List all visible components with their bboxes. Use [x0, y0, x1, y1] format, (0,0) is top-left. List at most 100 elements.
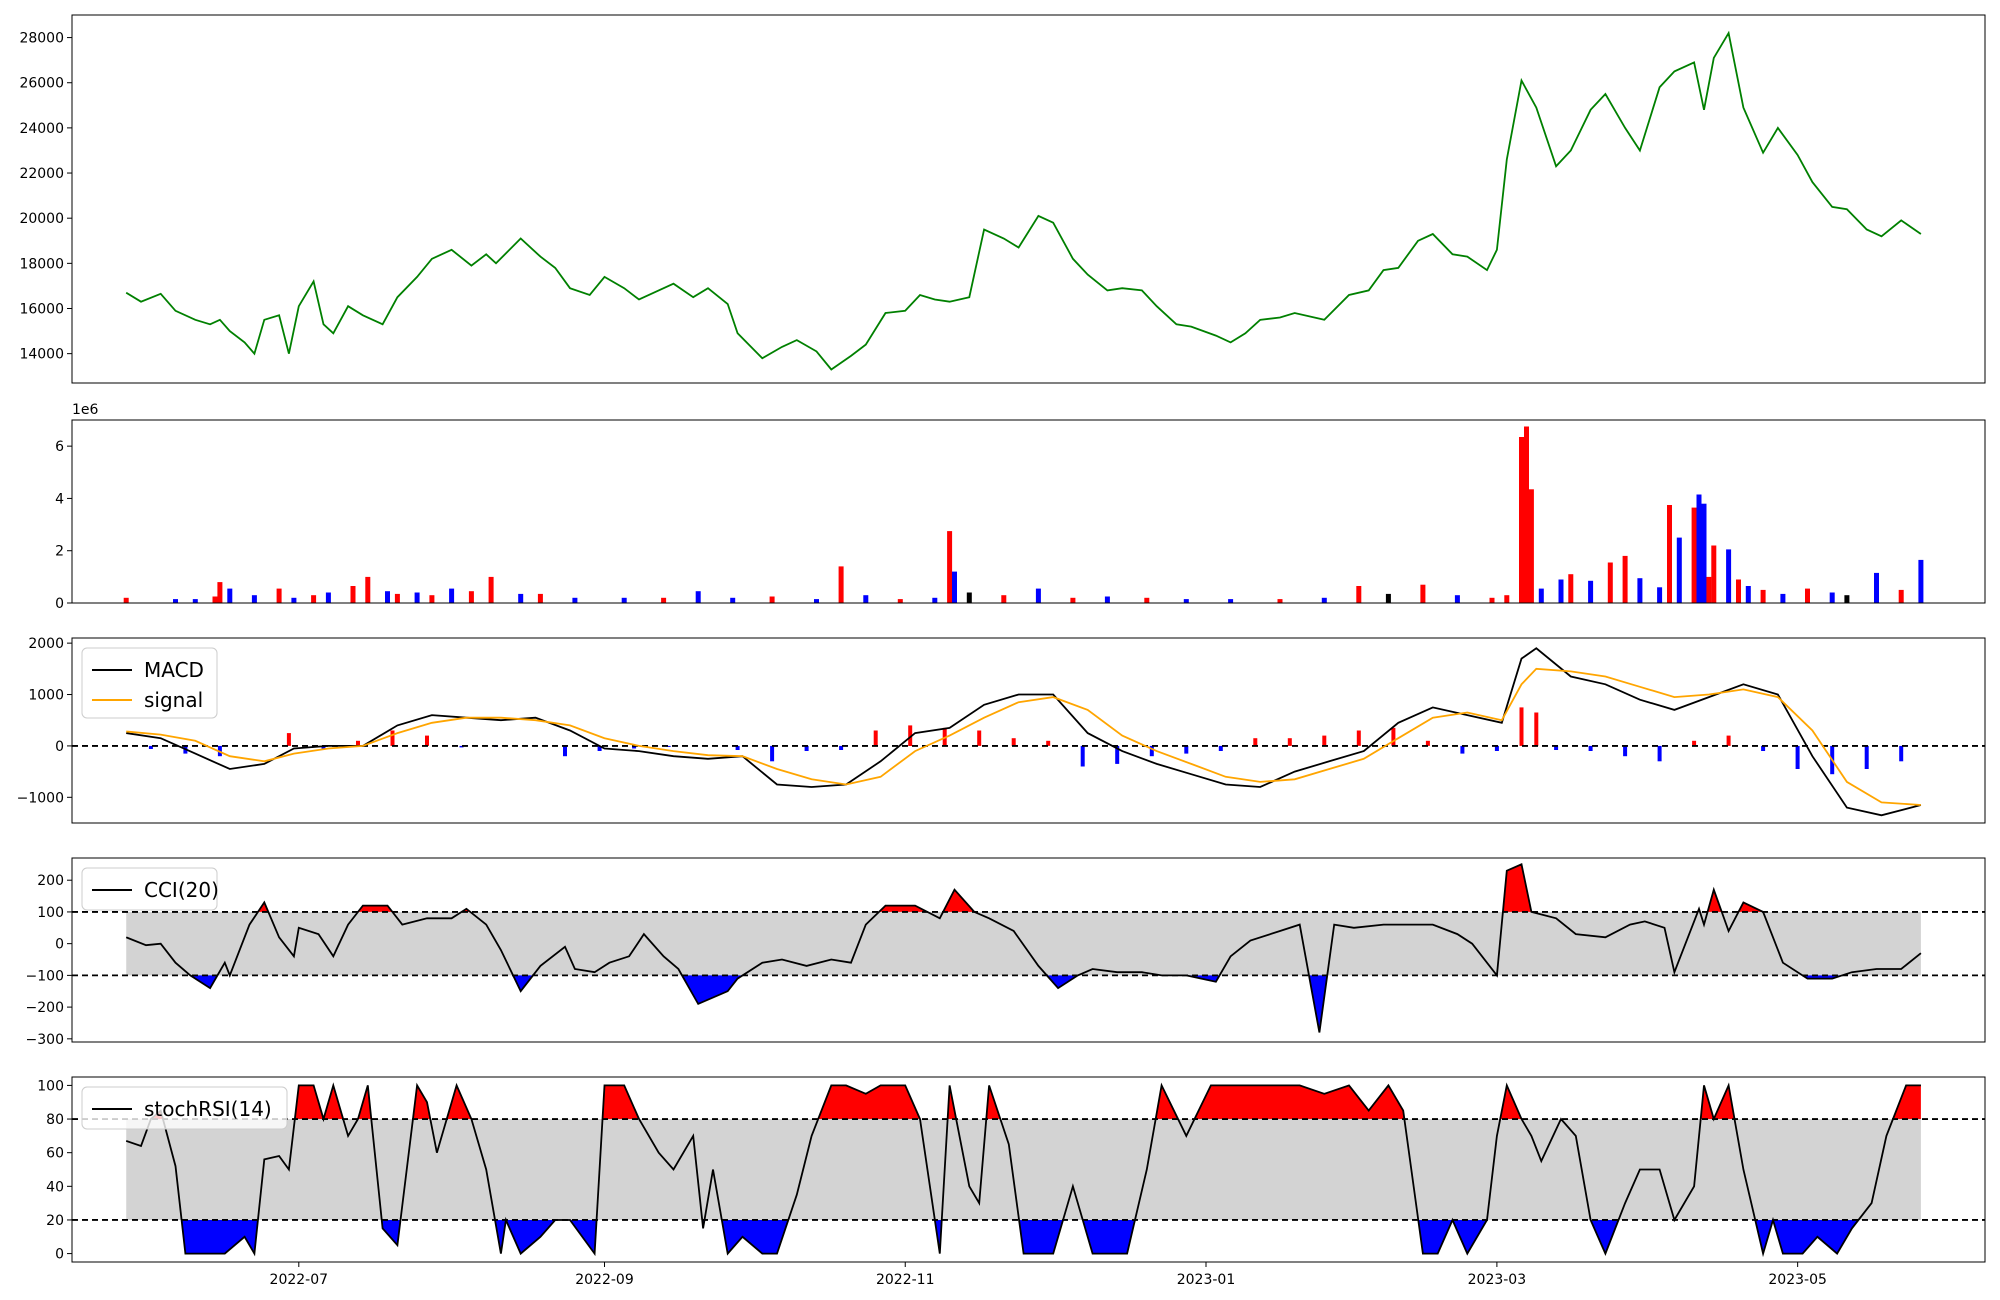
volume-bar	[1898, 589, 1904, 603]
macd-histogram-bar	[1046, 740, 1051, 746]
volume-bar	[1524, 426, 1529, 603]
volume-bar	[1321, 597, 1327, 603]
volume-bar	[173, 599, 178, 603]
cci-ytick-label: −100	[26, 968, 64, 984]
volume-ytick-label: 4	[55, 491, 64, 507]
volume-bar	[1706, 576, 1712, 603]
volume-bar	[1356, 586, 1362, 603]
stochrsi-oversold-fill	[1019, 1220, 1063, 1254]
volume-bar	[1711, 545, 1717, 603]
price-ytick-label: 26000	[19, 76, 64, 92]
price-ytick-label: 28000	[19, 31, 64, 47]
volume-bar	[814, 599, 819, 603]
volume-bar	[1696, 494, 1702, 603]
stochrsi-overbought-fill	[1893, 1085, 1921, 1119]
stochrsi-overbought-fill	[602, 1085, 639, 1119]
volume-bar	[1070, 597, 1076, 603]
stochrsi-oversold-fill	[1773, 1220, 1859, 1254]
volume-bar	[1667, 505, 1672, 603]
cci-oversold-fill	[1309, 975, 1328, 1033]
macd-histogram-bar	[1287, 738, 1292, 746]
cci-oversold-fill	[513, 975, 533, 992]
volume-bar	[1454, 595, 1460, 603]
cci-overbought-fill	[1502, 864, 1532, 912]
macd-histogram-bar	[1391, 727, 1396, 746]
macd-series-line	[126, 667, 1921, 806]
x-tick-label: 2023-01	[1177, 1272, 1236, 1288]
volume-bar	[394, 593, 400, 603]
macd-histogram-bar	[1588, 745, 1593, 751]
macd-ytick-label: 0	[55, 739, 64, 755]
volume-bar	[1538, 588, 1544, 603]
cci-ytick-label: 100	[37, 905, 64, 921]
volume-bar	[1745, 586, 1751, 603]
volume-bar	[468, 591, 474, 603]
price-ytick-label: 18000	[19, 256, 64, 272]
stochrsi-overbought-fill	[446, 1085, 472, 1119]
stochrsi-overbought-fill	[1155, 1085, 1179, 1119]
macd-ytick-label: 2000	[28, 636, 64, 652]
macd-histogram-bar	[873, 730, 878, 746]
stochrsi-oversold-fill	[181, 1220, 258, 1254]
volume-bar	[449, 588, 455, 603]
macd-histogram-bar	[1494, 745, 1499, 751]
stochrsi-oversold-fill	[1082, 1220, 1135, 1254]
stochrsi-overbought-fill	[413, 1085, 431, 1119]
stochrsi-overbought-fill	[1194, 1085, 1405, 1119]
volume-bar	[1228, 599, 1234, 603]
stochrsi-ytick-label: 40	[46, 1179, 64, 1195]
legend-box	[81, 867, 218, 911]
volume-bar	[1001, 595, 1007, 603]
macd-histogram-bar	[1623, 745, 1628, 757]
volume-ytick-label: 6	[55, 439, 64, 455]
stochrsi-oversold-fill	[381, 1220, 401, 1246]
volume-bar	[212, 596, 218, 603]
cci-oversold-fill	[1046, 975, 1078, 989]
volume-bar	[325, 592, 331, 603]
cci-overbought-fill	[878, 905, 928, 912]
macd-histogram-bar	[839, 745, 844, 750]
macd-histogram-bar	[1253, 738, 1258, 746]
macd-series-line	[126, 647, 1922, 817]
volume-bar	[1701, 503, 1707, 603]
x-tick-label: 2023-03	[1468, 1272, 1527, 1288]
stochrsi-frame	[71, 1076, 1986, 1263]
stochrsi-neutral-band	[126, 1119, 1921, 1220]
volume-panel: 0 2 4 6 1e6	[55, 402, 1986, 612]
volume-bar	[730, 597, 736, 603]
volume-bar	[429, 595, 435, 603]
macd-histogram-bar	[1864, 745, 1869, 769]
volume-bar	[952, 571, 957, 603]
volume-bar	[1144, 597, 1150, 603]
volume-ytick-label: 0	[55, 596, 64, 612]
volume-bar	[1568, 574, 1574, 603]
volume-bar	[1385, 593, 1391, 603]
volume-bar	[276, 588, 282, 603]
volume-offset-label: 1e6	[72, 402, 99, 418]
price-panel: 14000 16000 18000 20000 22000 24000 26000 28000	[19, 14, 1986, 384]
volume-bar	[350, 586, 356, 603]
stochrsi-oversold-fill	[495, 1220, 506, 1254]
volume-bar	[1528, 489, 1534, 603]
cci-ytick-label: −300	[26, 1032, 64, 1048]
stochrsi-overbought-fill	[323, 1085, 344, 1119]
volume-bar	[1104, 596, 1110, 603]
macd-histogram-bar	[1726, 735, 1731, 746]
macd-histogram-bar	[1184, 745, 1189, 754]
volume-bar	[1726, 549, 1732, 603]
stochrsi-ytick-label: 0	[55, 1247, 64, 1263]
macd-histogram-bar	[804, 745, 809, 751]
stochrsi-ytick-label: 20	[46, 1213, 64, 1229]
macd-histogram-bar	[563, 745, 567, 757]
stochrsi-ytick-label: 80	[46, 1112, 64, 1128]
legend-box	[81, 1086, 288, 1130]
macd-histogram-bar	[390, 730, 395, 746]
cci-line	[125, 863, 1922, 1033]
volume-bar	[966, 592, 972, 603]
volume-bar	[1420, 584, 1426, 603]
cci-frame	[71, 857, 1986, 1043]
volume-bar	[311, 595, 317, 603]
volume-bar	[1504, 595, 1510, 603]
volume-bar	[1918, 559, 1924, 603]
